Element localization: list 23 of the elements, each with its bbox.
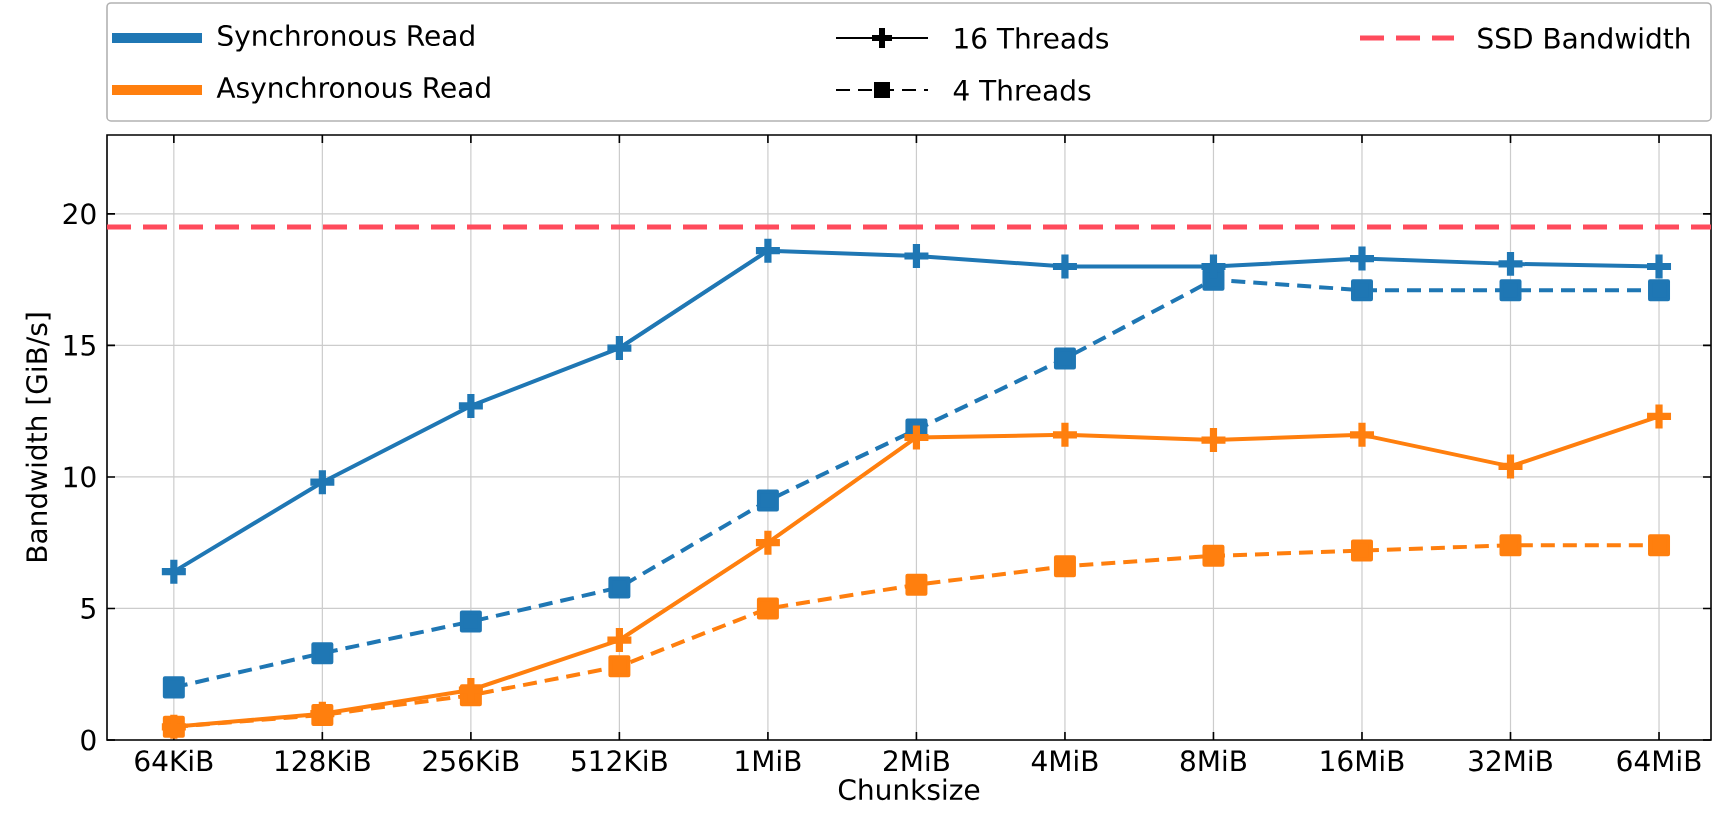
x-tick-label: 4MiB bbox=[1031, 749, 1098, 771]
x-tick-label: 512KiB bbox=[572, 749, 667, 772]
x-tick-label: 32MiB bbox=[1469, 749, 1552, 772]
y-tick-label: 15 bbox=[64, 335, 95, 356]
x-tick-label: 256KiB bbox=[423, 749, 519, 772]
y-tick-label: 20 bbox=[63, 203, 96, 225]
x-tick-label: 16MiB bbox=[1321, 749, 1404, 772]
legend-label: SSD Bandwidth bbox=[1478, 27, 1690, 49]
x-axis-title: Chunksize bbox=[838, 778, 980, 801]
legend-label: Synchronous Read bbox=[218, 24, 474, 52]
y-tick-label: 5 bbox=[81, 598, 95, 619]
y-tick-label: 0 bbox=[81, 729, 96, 751]
text: 16 Threads bbox=[955, 27, 1109, 49]
x-tick-label: 2MiB bbox=[883, 749, 949, 771]
x-tick-label: 8MiB bbox=[1180, 749, 1246, 772]
text: 4 Threads bbox=[953, 79, 1091, 101]
y-axis-title: Bandwidth [GiB/s] bbox=[25, 313, 51, 561]
x-tick-label: 1MiB bbox=[736, 749, 801, 771]
legend-label: Asynchronous Read bbox=[216, 76, 490, 104]
y-tick-label: 10 bbox=[64, 466, 96, 488]
x-tick-label: 128KiB bbox=[276, 749, 370, 772]
x-tick-label: 64MiB bbox=[1617, 749, 1701, 772]
x-tick-label: 64KiB bbox=[135, 749, 213, 772]
